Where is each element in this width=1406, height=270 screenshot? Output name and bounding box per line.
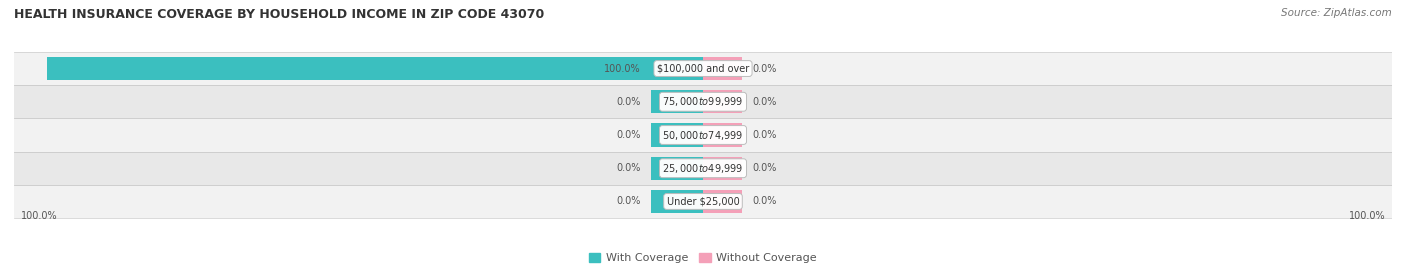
Bar bbox=[703, 57, 742, 80]
Text: 0.0%: 0.0% bbox=[752, 197, 776, 207]
Text: Under $25,000: Under $25,000 bbox=[666, 197, 740, 207]
Text: 0.0%: 0.0% bbox=[752, 97, 776, 107]
Text: HEALTH INSURANCE COVERAGE BY HOUSEHOLD INCOME IN ZIP CODE 43070: HEALTH INSURANCE COVERAGE BY HOUSEHOLD I… bbox=[14, 8, 544, 21]
Text: 0.0%: 0.0% bbox=[616, 163, 641, 173]
Bar bbox=[14, 85, 1392, 118]
Bar bbox=[703, 90, 742, 113]
Text: 0.0%: 0.0% bbox=[752, 63, 776, 73]
Text: 0.0%: 0.0% bbox=[616, 130, 641, 140]
Text: 100.0%: 100.0% bbox=[21, 211, 58, 221]
Bar bbox=[14, 185, 1392, 218]
Bar bbox=[46, 57, 703, 80]
Text: 0.0%: 0.0% bbox=[752, 130, 776, 140]
Legend: With Coverage, Without Coverage: With Coverage, Without Coverage bbox=[585, 248, 821, 268]
Text: $100,000 and over: $100,000 and over bbox=[657, 63, 749, 73]
Bar bbox=[14, 152, 1392, 185]
Text: Source: ZipAtlas.com: Source: ZipAtlas.com bbox=[1281, 8, 1392, 18]
Bar bbox=[651, 157, 703, 180]
Bar bbox=[651, 123, 703, 147]
Text: 0.0%: 0.0% bbox=[616, 97, 641, 107]
Bar bbox=[651, 90, 703, 113]
Bar bbox=[703, 157, 742, 180]
Text: $25,000 to $49,999: $25,000 to $49,999 bbox=[662, 162, 744, 175]
Bar bbox=[703, 190, 742, 213]
Bar bbox=[703, 123, 742, 147]
Text: 0.0%: 0.0% bbox=[752, 163, 776, 173]
Text: 100.0%: 100.0% bbox=[1348, 211, 1385, 221]
Text: 100.0%: 100.0% bbox=[605, 63, 641, 73]
Text: 0.0%: 0.0% bbox=[616, 197, 641, 207]
Text: $75,000 to $99,999: $75,000 to $99,999 bbox=[662, 95, 744, 108]
Bar bbox=[14, 118, 1392, 152]
Bar bbox=[14, 52, 1392, 85]
Bar bbox=[651, 190, 703, 213]
Text: $50,000 to $74,999: $50,000 to $74,999 bbox=[662, 129, 744, 141]
